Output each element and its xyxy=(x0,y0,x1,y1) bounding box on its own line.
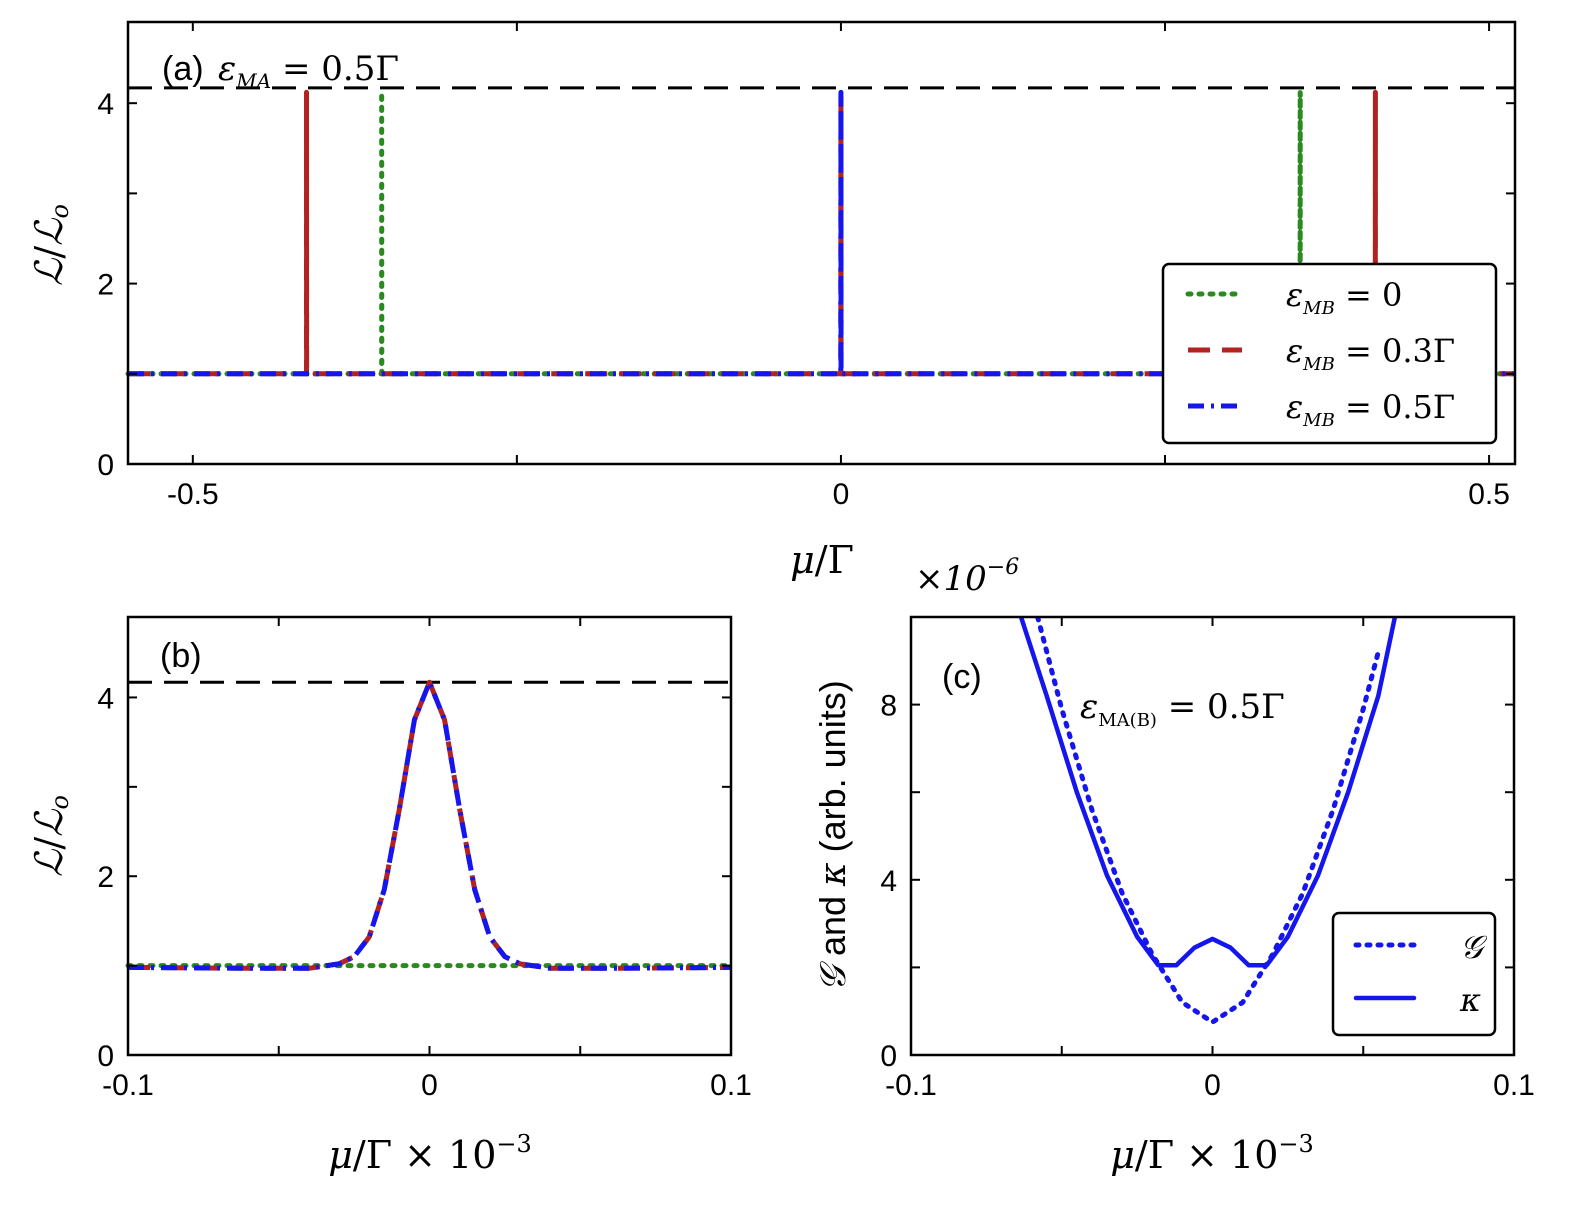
panel-a-ytick-label: 0 xyxy=(97,449,114,482)
panel-a-xtick-label: 0.5 xyxy=(1468,478,1510,511)
legend-entry-eps-mb-0-3: εMB = 0.3Γ xyxy=(1286,332,1455,375)
legend-entry-kappa: κ xyxy=(1459,981,1481,1019)
panel-b-xtick-label: 0 xyxy=(421,1069,438,1102)
panel-a-xlabel: μ/Γ xyxy=(790,538,854,582)
panel-c-ytick-label: 8 xyxy=(880,690,897,723)
panel-c-annotation: εMA(B) = 0.5Γ xyxy=(1080,687,1285,731)
panel-a-ticks: -0.5 0 0.5 0 2 4 xyxy=(97,22,1515,511)
panel-c-plot-area xyxy=(1018,617,1398,1025)
panel-b-series-3 xyxy=(127,679,732,971)
panel-c-series-1 xyxy=(1035,617,1381,1025)
panel-c-legend-box xyxy=(1331,911,1497,1037)
panel-a-series-3 xyxy=(128,89,1515,377)
panel-c-label: (c) xyxy=(942,658,982,696)
panel-c-xtick-label: -0.1 xyxy=(885,1069,937,1102)
panel-b-xtick-label: 0.1 xyxy=(710,1069,752,1102)
panel-c-ytick-label: 4 xyxy=(880,865,897,898)
panel-b-ylabel: ℒ/ℒo xyxy=(27,795,74,877)
panel-a-series-2 xyxy=(128,89,1515,377)
panel-a-label: (a) xyxy=(162,50,204,88)
panel-a-ytick-label: 4 xyxy=(97,88,114,121)
panel-c-y-multiplier: ×10−6 xyxy=(915,555,1019,599)
panel-b-ytick-label: 0 xyxy=(97,1040,114,1073)
panel-b-xtick-label: -0.1 xyxy=(102,1069,154,1102)
panel-c-series-2 xyxy=(1018,617,1398,968)
panel-c-xlabel: μ/Γ × 10−3 xyxy=(1110,1130,1314,1177)
panel-c-ylabel: 𝒢 and κ (arb. units) xyxy=(812,680,854,991)
panel-c-ytick-label: 0 xyxy=(880,1040,897,1073)
panel-c-xtick-label: 0.1 xyxy=(1493,1069,1535,1102)
panel-a-ylabel: ℒ/ℒo xyxy=(27,204,74,286)
panel-a-legend-box xyxy=(1161,262,1498,445)
panel-b-label: (b) xyxy=(160,637,202,675)
legend-entry-eps-mb-0-5: εMB = 0.5Γ xyxy=(1286,388,1455,431)
panel-a-xtick-label: -0.5 xyxy=(167,478,219,511)
panel-a: -0.5 0 0.5 0 2 4 (a) εMA = 0.5Γ μ/Γ ℒ/ℒo εMB … xyxy=(27,20,1518,582)
panel-b-plot-area xyxy=(125,679,734,971)
panel-c-xtick-label: 0 xyxy=(1204,1069,1221,1102)
panel-a-ytick-label: 2 xyxy=(97,269,114,302)
panel-a-xtick-label: 0 xyxy=(833,478,850,511)
panel-b-series-2 xyxy=(127,679,732,971)
panel-b-ytick-label: 2 xyxy=(97,861,114,894)
panel-a-legend: εMB = 0 εMB = 0.3Γ εMB = 0.5Γ xyxy=(1161,262,1498,445)
panel-a-annotation: εMA = 0.5Γ xyxy=(218,49,399,93)
panel-b-ytick-label: 4 xyxy=(97,682,114,715)
panel-b-xlabel: μ/Γ × 10−3 xyxy=(328,1130,532,1177)
panel-a-frame xyxy=(126,20,1517,466)
panel-c-legend: 𝒢 κ xyxy=(1331,911,1497,1037)
